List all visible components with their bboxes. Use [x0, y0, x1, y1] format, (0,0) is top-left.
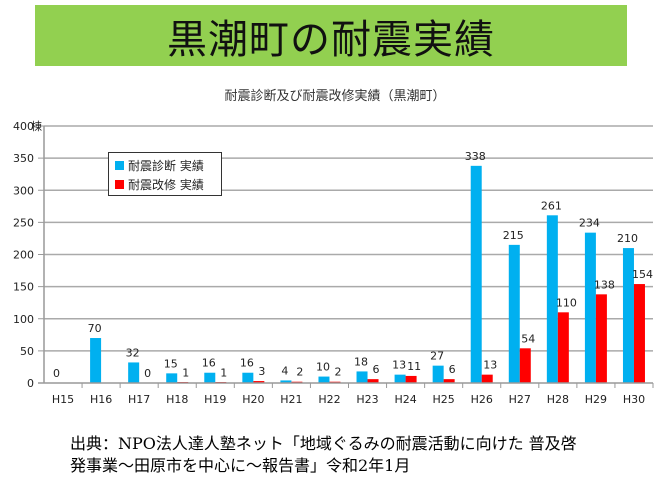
- y-axis-ticks: 0 50 100 150 200 250 300 350 400: [13, 120, 44, 390]
- y-tick-label: 50: [20, 345, 34, 358]
- data-label-retrofit: 154: [632, 268, 653, 281]
- y-tick-label: 0: [27, 377, 34, 390]
- source-line-2: 発事業～田原市を中心に～報告書」令和2年1月: [70, 456, 411, 475]
- x-tick-label: H20: [242, 393, 264, 406]
- data-label-diagnosis: 70: [88, 322, 102, 335]
- bar-diagnosis: [394, 374, 406, 383]
- data-label-retrofit: 2: [296, 366, 303, 379]
- source-citation: 出典：NPO法人達人塾ネット「地域ぐるみの耐震活動に向けた 普及啓 発事業～田原…: [70, 433, 650, 477]
- y-tick-label: 100: [13, 313, 34, 326]
- chart-title: 耐震診断及び耐震改修実績（黒潮町）: [224, 89, 446, 104]
- x-tick-label: H16: [90, 393, 112, 406]
- legend-swatch-retrofit: [115, 180, 124, 189]
- data-label-diagnosis: 210: [617, 232, 638, 245]
- bar-diagnosis: [166, 373, 178, 383]
- x-tick-label: H28: [547, 393, 569, 406]
- data-label-retrofit: 54: [521, 332, 535, 345]
- bar-retrofit: [557, 312, 569, 383]
- data-label-diagnosis: 10: [316, 361, 330, 374]
- legend-item-retrofit: 耐震改修 実績: [115, 175, 221, 194]
- bar-diagnosis: [622, 248, 634, 383]
- legend-swatch-diagnosis: [115, 161, 124, 170]
- bar-retrofit: [481, 374, 493, 383]
- data-label-retrofit: 11: [407, 360, 421, 373]
- legend: 耐震診断 実績 耐震改修 実績: [108, 152, 222, 196]
- legend-item-diagnosis: 耐震診断 実績: [115, 156, 221, 175]
- x-axis-ticks: H15 H16 H17 H18 H19 H20 H21 H22 H23 H24 H25 H26 H27 H…: [52, 383, 654, 406]
- data-label-retrofit: 138: [594, 278, 615, 291]
- bar-retrofit: [367, 379, 379, 383]
- x-tick-label: H17: [128, 393, 150, 406]
- bar-diagnosis: [280, 380, 292, 383]
- data-label-diagnosis: 13: [392, 359, 406, 372]
- x-tick-label: H24: [394, 393, 416, 406]
- data-label-diagnosis: 215: [503, 229, 524, 242]
- bar-diagnosis: [432, 365, 444, 383]
- y-tick-label: 350: [13, 152, 34, 165]
- x-tick-label: H22: [318, 393, 340, 406]
- data-label-diagnosis: 16: [202, 357, 216, 370]
- bar-retrofit: [443, 379, 455, 383]
- x-tick-label: H29: [585, 393, 607, 406]
- page-title: 黒潮町の耐震実績: [167, 16, 495, 63]
- bar-diagnosis: [356, 371, 368, 383]
- bar-diagnosis: [318, 376, 330, 383]
- data-label-retrofit: 0: [144, 367, 151, 380]
- data-label-retrofit: 1: [182, 366, 189, 379]
- x-tick-label: H21: [280, 393, 302, 406]
- bar-retrofit: [595, 294, 607, 383]
- data-label-retrofit: 3: [258, 365, 265, 378]
- x-tick-label: H26: [471, 393, 493, 406]
- legend-label-diagnosis: 耐震診断 実績: [128, 159, 204, 173]
- legend-label-retrofit: 耐震改修 実績: [128, 178, 204, 192]
- x-tick-label: H27: [509, 393, 531, 406]
- data-label-diagnosis: 32: [126, 346, 140, 359]
- x-tick-label: H19: [204, 393, 226, 406]
- x-tick-label: H18: [166, 393, 188, 406]
- y-tick-label: 250: [13, 216, 34, 229]
- y-unit-label: 棟: [31, 119, 42, 133]
- data-label-diagnosis: 27: [430, 350, 444, 363]
- data-label-diagnosis: 18: [354, 355, 368, 368]
- data-label-retrofit: 110: [556, 296, 577, 309]
- bar-diagnosis: [204, 372, 216, 383]
- data-label-diagnosis: 15: [164, 357, 178, 370]
- data-label-diagnosis: 234: [579, 217, 600, 230]
- y-tick-label: 400: [13, 120, 34, 133]
- data-label-retrofit: 1: [220, 366, 227, 379]
- data-label-retrofit: 6: [449, 363, 456, 376]
- y-tick-label: 300: [13, 184, 34, 197]
- y-tick-label: 150: [13, 281, 34, 294]
- bar-retrofit: [519, 348, 531, 383]
- data-label-diagnosis: 338: [465, 150, 486, 163]
- data-label-diagnosis: 261: [541, 199, 562, 212]
- x-tick-label: H25: [433, 393, 455, 406]
- title-banner: 黒潮町の耐震実績: [35, 5, 627, 66]
- bar-diagnosis: [90, 338, 102, 383]
- data-label-retrofit: 2: [334, 366, 341, 379]
- bar-diagnosis: [508, 244, 520, 383]
- data-label-retrofit: 6: [373, 363, 380, 376]
- bar-diagnosis: [584, 232, 596, 383]
- bar-retrofit: [253, 381, 265, 383]
- x-tick-label: H15: [52, 393, 74, 406]
- bar-retrofit: [405, 375, 417, 383]
- bar-retrofit: [633, 284, 645, 383]
- x-tick-label: H30: [623, 393, 645, 406]
- bars: [90, 165, 645, 383]
- bar-diagnosis: [470, 165, 482, 383]
- bar-diagnosis: [242, 372, 254, 383]
- x-tick-label: H23: [356, 393, 378, 406]
- data-label-diagnosis: 16: [240, 357, 254, 370]
- data-label-diagnosis: 4: [281, 364, 288, 377]
- source-line-1: 出典：NPO法人達人塾ネット「地域ぐるみの耐震活動に向けた 普及啓: [70, 434, 577, 453]
- data-label-retrofit: 13: [483, 359, 497, 372]
- y-tick-label: 200: [13, 249, 34, 262]
- bar-diagnosis: [128, 362, 140, 383]
- bar-diagnosis: [546, 215, 558, 383]
- data-label-diagnosis: 0: [53, 367, 60, 380]
